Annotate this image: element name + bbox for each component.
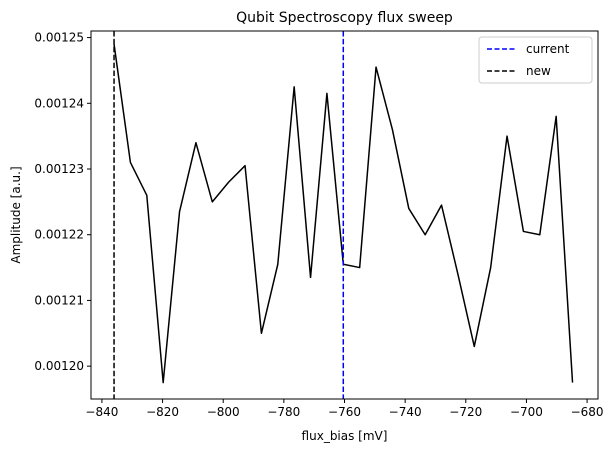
legend-box	[478, 36, 593, 84]
x-axis-label: flux_bias [mV]	[302, 429, 388, 443]
legend-label-new: new	[526, 64, 551, 78]
x-tick-label: −720	[449, 405, 482, 419]
x-tick-label: −700	[510, 405, 543, 419]
x-tick-label: −780	[267, 405, 300, 419]
y-tick-label: 0.00120	[34, 359, 84, 373]
x-tick-label: −680	[571, 405, 604, 419]
legend: current new	[478, 36, 593, 84]
x-tick-label: −820	[146, 405, 179, 419]
y-tick-label: 0.00123	[34, 162, 84, 176]
y-axis-ticks: 0.00120 0.00121 0.00122 0.00123 0.00124 0.001…	[34, 31, 91, 373]
legend-label-current: current	[526, 42, 570, 56]
x-tick-label: −740	[389, 405, 422, 419]
y-tick-label: 0.00124	[34, 96, 84, 110]
x-tick-label: −800	[207, 405, 240, 419]
chart-title: Qubit Spectroscopy flux sweep	[236, 10, 453, 26]
x-tick-label: −840	[85, 405, 118, 419]
plot-marks	[113, 31, 574, 399]
y-axis-label: Amplitude [a.u.]	[9, 166, 23, 263]
y-tick-label: 0.00122	[34, 228, 84, 242]
x-tick-label: −760	[328, 405, 361, 419]
y-tick-label: 0.00121	[34, 293, 84, 307]
y-tick-label: 0.00125	[34, 31, 84, 45]
x-axis-ticks: −840 −820 −800 −780 −760 −740 −720 −700 −680	[85, 399, 604, 419]
